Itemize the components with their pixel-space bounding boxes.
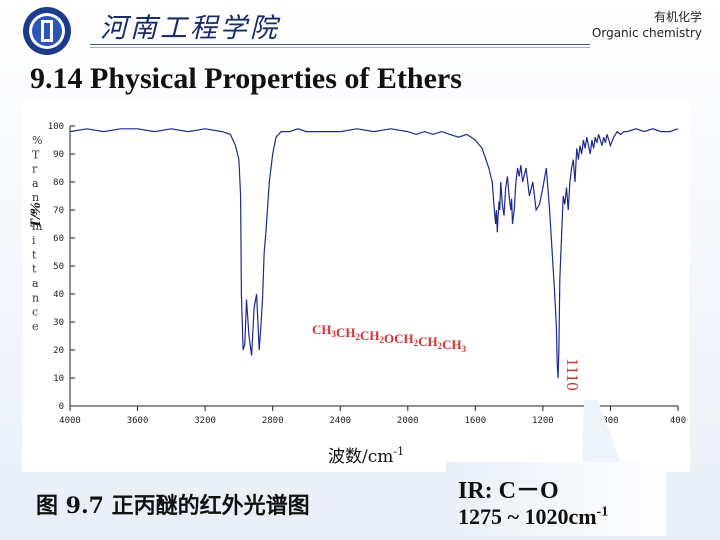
x-tick-label: 4000 bbox=[59, 416, 81, 426]
y-tick-label: 10 bbox=[53, 374, 64, 384]
spectrum-line bbox=[69, 128, 679, 379]
y-tick-label: 0 bbox=[59, 402, 64, 412]
ir-note-range: 1275 ~ 1020cm bbox=[458, 504, 597, 529]
x-axis-label: 波数/cm-1 bbox=[328, 445, 404, 467]
compound-formula-label: CH3CH2CH2OCH2CH2CH3 bbox=[312, 322, 467, 354]
y-axis-label-overlay: T/% bbox=[28, 202, 44, 228]
x-tick-label: 400 bbox=[670, 416, 686, 426]
y-tick-label: 50 bbox=[53, 262, 64, 272]
x-tick-label: 2400 bbox=[329, 416, 351, 426]
slide-title: 9.14 Physical Properties of Ethers bbox=[30, 62, 462, 95]
peak-annotation-1110: 1110 bbox=[563, 358, 582, 391]
y-tick-label: 70 bbox=[53, 206, 64, 216]
callout-pointer bbox=[582, 400, 624, 472]
y-tick-label: 40 bbox=[53, 290, 64, 300]
x-axis-label-box bbox=[320, 440, 434, 470]
x-tick-label: 1600 bbox=[464, 416, 486, 426]
ir-note-line2: 1275 ~ 1020cm-1 bbox=[458, 504, 608, 530]
course-label: 有机化学 Organic chemistry bbox=[592, 9, 702, 41]
school-name-calligraphy: 河南工程学院 bbox=[100, 13, 280, 44]
ir-note-line1: IR: C－O bbox=[458, 478, 559, 504]
course-cn: 有机化学 bbox=[653, 10, 702, 24]
ir-note-unit-sup: -1 bbox=[596, 504, 609, 520]
x-tick-labels: 4000 3600 3200 2800 2400 2000 1600 1200 800 400 bbox=[59, 406, 686, 426]
x-tick-label: 3200 bbox=[194, 416, 216, 426]
y-tick-label: 30 bbox=[53, 318, 64, 328]
header-rule-thin bbox=[90, 47, 590, 48]
ir-spectrum-chart: 0 10 20 30 40 50 60 70 80 90 100 4000 3600 3200 2800 2… bbox=[22, 100, 690, 472]
header-rule bbox=[90, 44, 590, 45]
y-tick-label: 20 bbox=[53, 346, 64, 356]
y-tick-labels: 0 10 20 30 40 50 60 70 80 90 100 bbox=[48, 122, 75, 412]
school-logo bbox=[23, 7, 71, 55]
ir-note-box bbox=[446, 462, 666, 536]
y-tick-label: 90 bbox=[53, 150, 64, 160]
chart-background bbox=[22, 100, 690, 472]
x-tick-label: 3600 bbox=[127, 416, 149, 426]
figure-caption: 图 9.7 正丙醚的红外光谱图 bbox=[36, 493, 310, 519]
x-tick-label: 1200 bbox=[532, 416, 554, 426]
y-tick-label: 100 bbox=[48, 122, 64, 132]
x-tick-label: 800 bbox=[602, 416, 618, 426]
course-en: Organic chemistry bbox=[591, 26, 702, 40]
y-tick-label: 60 bbox=[53, 234, 64, 244]
y-tick-label: 80 bbox=[53, 178, 64, 188]
x-tick-label: 2000 bbox=[397, 416, 419, 426]
x-tick-label: 2800 bbox=[262, 416, 284, 426]
